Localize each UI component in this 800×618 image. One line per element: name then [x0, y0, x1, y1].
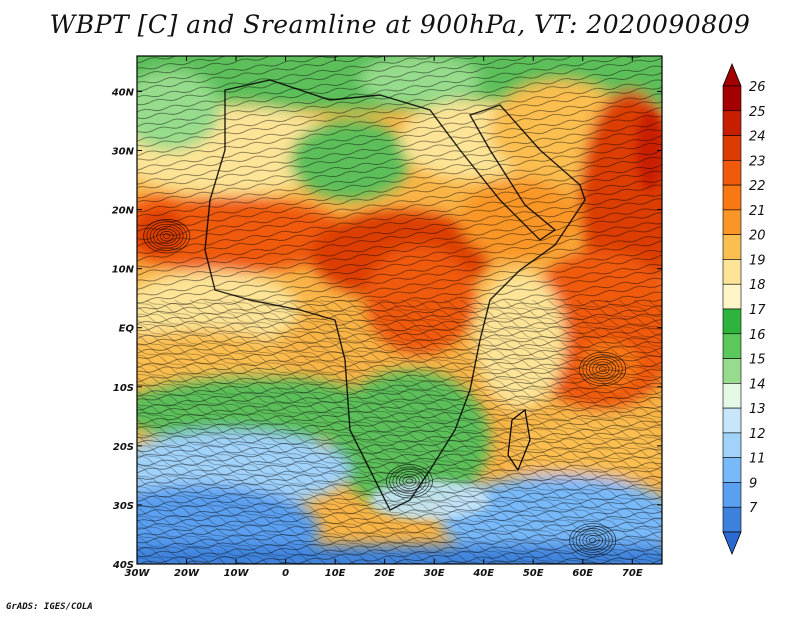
colorbar-swatch	[722, 506, 742, 533]
vortex-ring-atlantic-low	[153, 226, 181, 247]
colorbar-swatch	[722, 110, 742, 136]
vortex-ring-indian-ocean-high	[585, 356, 620, 382]
map-frame	[136, 55, 663, 565]
vortex-ring-south-indian-ocean-low	[585, 535, 600, 546]
vortex-ring-southern-africa-high	[389, 466, 430, 497]
vortex-ring-south-indian-ocean-low	[572, 525, 613, 556]
vortex-layer	[143, 219, 627, 558]
vortex-ring-atlantic-low	[146, 221, 187, 251]
vortex-ring-atlantic-low	[163, 233, 171, 239]
colorbar-swatch	[722, 283, 742, 310]
colorbar-label: 21	[749, 204, 766, 219]
colorbar-label: 22	[749, 179, 766, 194]
colorbar-label: 20	[749, 229, 766, 244]
lon-tick-label: 30W	[125, 568, 151, 579]
colorbar-swatch	[722, 209, 742, 235]
colorbar-label: 18	[749, 278, 766, 293]
vortex-ring-south-indian-ocean-low	[575, 528, 610, 553]
lon-tick-label: 0	[282, 568, 289, 579]
colorbar-swatch	[722, 160, 742, 186]
lon-tick-label: 20W	[174, 568, 200, 579]
colorbar-label: 17	[749, 303, 766, 318]
lon-tick-label: 10W	[224, 568, 250, 579]
lat-tick-label: 30S	[113, 501, 134, 512]
streamlines-south	[137, 300, 662, 564]
colorbar-label: 9	[749, 476, 757, 491]
vortex-ring-southern-africa-high	[385, 464, 433, 499]
vortex-ring-indian-ocean-high	[592, 361, 613, 377]
colorbar-swatch	[722, 358, 742, 384]
colorbar-swatch	[722, 259, 742, 285]
colorbar: 26 25 24 23 22 21 20 19 18 17 16 15 14 13 12 11 9 7	[722, 62, 766, 556]
lat-tick-label: 40S	[112, 560, 134, 571]
map-area	[137, 56, 662, 564]
vortex-ring-south-indian-ocean-low	[579, 530, 607, 551]
colorbar-label: 23	[749, 154, 766, 169]
colorbar-swatch	[722, 383, 742, 409]
vortex-ring-indian-ocean-high	[595, 363, 610, 375]
colorbar-label: 25	[749, 105, 766, 120]
vortex-ring-southern-africa-high	[405, 478, 414, 485]
colorbar-label: 19	[749, 253, 766, 268]
vortex-ring-indian-ocean-high	[579, 351, 627, 387]
colorbar-label: 16	[749, 328, 766, 343]
lon-axis: 30W 20W 10W 0 10E 20E 30E 40E 50E 60E 70E	[125, 56, 643, 579]
vortex-ring-indian-ocean-high	[582, 354, 623, 384]
vortex-ring-south-indian-ocean-low	[569, 523, 617, 558]
vortex-ring-indian-ocean-high	[589, 359, 617, 380]
colorbar-label: 26	[749, 80, 766, 95]
coastline	[204, 79, 586, 511]
lon-tick-label: 40E	[472, 568, 494, 579]
lon-tick-label: 50E	[523, 568, 544, 579]
colorbar-label: 14	[749, 377, 766, 392]
colorbar-swatch	[722, 333, 742, 359]
colorbar-swatch	[722, 432, 742, 458]
vortex-ring-atlantic-low	[159, 231, 174, 242]
lon-tick-label: 10E	[325, 568, 346, 579]
colorbar-swatch	[722, 184, 742, 211]
colorbar-swatch	[722, 482, 742, 508]
lat-tick-label: 30N	[112, 147, 135, 158]
lon-tick-label: 30E	[424, 568, 445, 579]
plot-title: WBPT [C] and Sreamline at 900hPa, VT: 20…	[49, 10, 751, 39]
colorbar-swatch	[722, 135, 742, 161]
vortex-ring-atlantic-low	[143, 219, 191, 254]
colorbar-swatch	[722, 457, 742, 483]
lon-tick-label: 70E	[622, 568, 643, 579]
lat-tick-label: 10S	[113, 383, 134, 394]
colorbar-label: 7	[749, 501, 758, 516]
colorbar-swatch	[722, 407, 742, 434]
vortex-ring-south-indian-ocean-low	[589, 537, 597, 544]
colorbar-top-arrow	[722, 62, 742, 87]
lon-tick-label: 20E	[374, 568, 395, 579]
colorbar-label: 13	[749, 402, 766, 417]
lat-tick-label: 40N	[111, 87, 135, 98]
colorbar-swatch	[722, 308, 742, 335]
vortex-ring-indian-ocean-high	[598, 366, 607, 372]
lat-tick-label: 10N	[112, 265, 135, 276]
lon-tick-label: 60E	[572, 568, 593, 579]
lat-tick-label: EQ	[119, 324, 135, 335]
colorbar-swatch	[722, 85, 742, 112]
colorbar-label: 11	[749, 452, 766, 467]
lat-axis: 40N 30N 20N 10N EQ 10S 20S 30S 40S	[111, 87, 662, 571]
lat-tick-label: 20N	[112, 206, 135, 217]
colorbar-bottom-arrow	[722, 531, 742, 556]
madagascar-coast	[507, 408, 531, 472]
lat-tick-label: 20S	[113, 442, 134, 453]
vortex-ring-southern-africa-high	[392, 468, 427, 494]
colorbar-label: 12	[749, 427, 766, 442]
grads-credit: GrADS: IGES/COLA	[6, 602, 93, 612]
vortex-ring-southern-africa-high	[399, 473, 420, 489]
vortex-ring-southern-africa-high	[395, 471, 423, 492]
colorbar-label: 15	[749, 353, 766, 368]
vortex-ring-south-indian-ocean-low	[582, 532, 603, 548]
vortex-ring-southern-africa-high	[402, 476, 417, 487]
colorbar-swatch	[722, 234, 742, 260]
vortex-ring-atlantic-low	[156, 228, 177, 244]
colorbar-label: 24	[749, 130, 766, 145]
vortex-ring-atlantic-low	[149, 223, 184, 249]
